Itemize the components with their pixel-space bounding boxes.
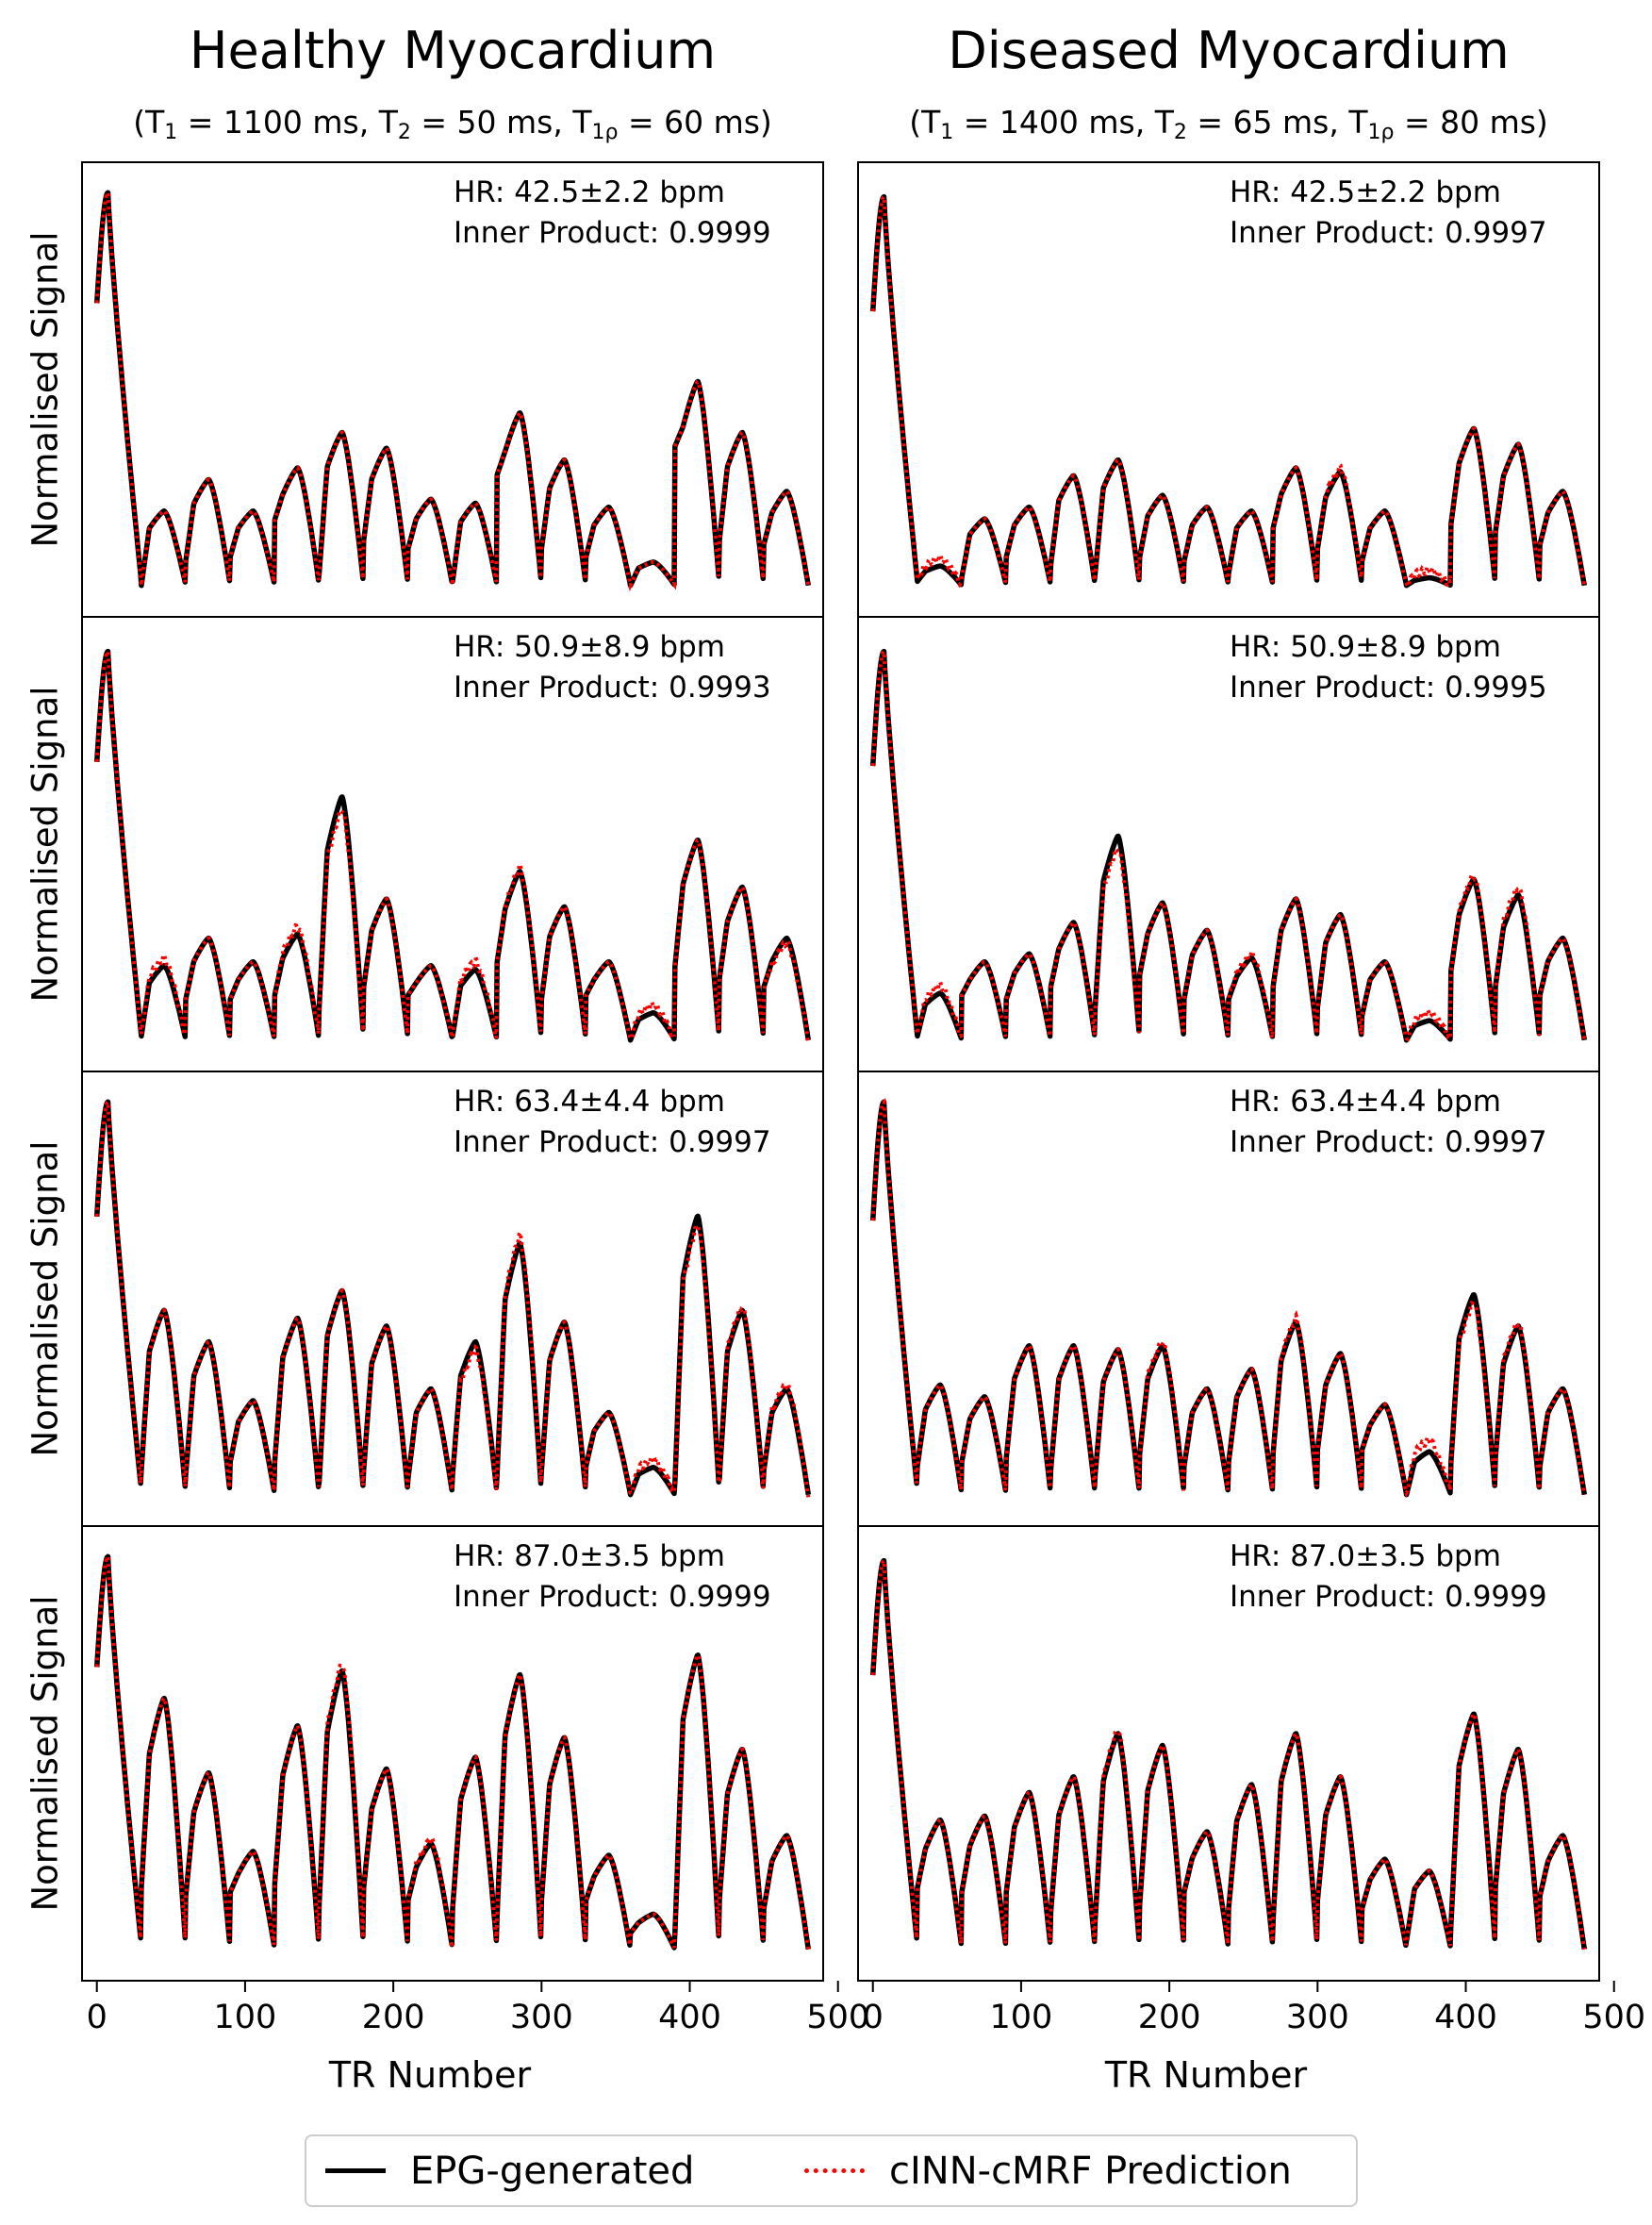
column-params-diseased: (T1 = 1400 ms, T2 = 65 ms, T1ρ = 80 ms) (909, 104, 1548, 144)
y-axis-label: Normalised Signal (25, 1595, 66, 1911)
panel-0-1: HR: 42.5±2.2 bpm Inner Product: 0.9997 (857, 161, 1600, 618)
panel-0-0: HR: 42.5±2.2 bpm Inner Product: 0.9999 Nor… (25, 161, 824, 618)
x-axis-label: TR Number (1104, 2054, 1308, 2096)
inner-product-annotation: Inner Product: 0.9999 (1230, 1580, 1547, 1614)
x-tick-label: 100 (214, 1999, 277, 2036)
diseased-t2-value: 65 ms (1232, 104, 1330, 141)
inner-product-annotation: Inner Product: 0.9993 (454, 671, 771, 705)
hr-annotation: HR: 50.9±8.9 bpm (454, 630, 725, 664)
x-tick-label: 500 (1582, 1999, 1645, 2036)
hr-annotation: HR: 87.0±3.5 bpm (454, 1539, 725, 1573)
diseased-t1-value: 1400 ms (999, 104, 1135, 141)
panel-1-0: HR: 50.9±8.9 bpm Inner Product: 0.9993 Nor… (25, 616, 824, 1072)
legend: EPG-generated cINN-cMRF Prediction (305, 2134, 1358, 2207)
inner-product-annotation: Inner Product: 0.9997 (1230, 1125, 1547, 1159)
epg-series-line (93, 1099, 812, 1498)
inner-product-annotation: Inner Product: 0.9997 (1230, 216, 1547, 250)
y-axis-label: Normalised Signal (25, 231, 66, 547)
y-axis-label: Normalised Signal (25, 686, 66, 1002)
x-tick-label: 300 (510, 1999, 573, 2036)
cinn-series-line (94, 1553, 811, 1950)
cinn-series-line (94, 189, 811, 592)
x-tick-label: 200 (362, 1999, 425, 2036)
legend-label-cinn: cINN-cMRF Prediction (889, 2149, 1292, 2193)
epg-series-line (869, 1099, 1588, 1498)
epg-series-line (869, 193, 1588, 589)
inner-product-annotation: Inner Product: 0.9997 (454, 1125, 771, 1159)
epg-series-line (869, 648, 1588, 1043)
cinn-series-line (94, 1098, 811, 1498)
legend-item-epg: EPG-generated (325, 2136, 694, 2205)
epg-series-line (93, 648, 812, 1043)
panel-3-0: HR: 87.0±3.5 bpm Inner Product: 0.9999 Nor… (25, 1525, 869, 2096)
epg-series-line (93, 190, 812, 589)
panel-1-1: HR: 50.9±8.9 bpm Inner Product: 0.9995 (857, 616, 1600, 1072)
column-params-healthy: (T1 = 1100 ms, T2 = 50 ms, T1ρ = 60 ms) (133, 104, 772, 144)
cinn-series-line (870, 192, 1587, 589)
x-tick-label: 0 (87, 1999, 107, 2036)
diseased-t1rho-value: 80 ms (1440, 104, 1536, 141)
healthy-t1-value: 1100 ms (223, 104, 359, 141)
column-title-healthy: Healthy Myocardium (189, 21, 717, 80)
healthy-t1rho-value: 60 ms (664, 104, 760, 141)
x-tick-label: 300 (1286, 1999, 1349, 2036)
inner-product-annotation: Inner Product: 0.9999 (454, 1580, 771, 1614)
x-tick-label: 400 (1434, 1999, 1497, 2036)
x-tick-label: 400 (658, 1999, 721, 2036)
panel-frame (81, 1525, 824, 1982)
legend-item-cinn: cINN-cMRF Prediction (804, 2136, 1292, 2205)
cinn-series-line (870, 647, 1587, 1042)
inner-product-annotation: Inner Product: 0.9995 (1230, 671, 1547, 705)
hr-annotation: HR: 63.4±4.4 bpm (454, 1085, 725, 1119)
cinn-series-line (870, 1556, 1587, 1950)
panel-2-1: HR: 63.4±4.4 bpm Inner Product: 0.9997 (857, 1071, 1600, 1527)
hr-annotation: HR: 42.5±2.2 bpm (1230, 175, 1501, 209)
column-title-diseased: Diseased Myocardium (948, 21, 1510, 80)
legend-swatch-cinn (804, 2168, 865, 2173)
legend-swatch-epg (325, 2168, 386, 2173)
x-tick-label: 100 (990, 1999, 1053, 2036)
y-axis-label: Normalised Signal (25, 1140, 66, 1456)
cinn-series-line (94, 647, 811, 1043)
epg-series-line (869, 1557, 1588, 1951)
x-axis-label: TR Number (328, 2054, 532, 2096)
hr-annotation: HR: 87.0±3.5 bpm (1230, 1539, 1501, 1573)
x-tick-label: 0 (863, 1999, 884, 2036)
x-tick-label: 200 (1138, 1999, 1201, 2036)
panel-3-1: HR: 87.0±3.5 bpm Inner Product: 0.9999 0 10… (857, 1525, 1645, 2096)
hr-annotation: HR: 50.9±8.9 bpm (1230, 630, 1501, 664)
panel-2-0: HR: 63.4±4.4 bpm Inner Product: 0.9997 Nor… (25, 1071, 824, 1527)
inner-product-annotation: Inner Product: 0.9999 (454, 216, 771, 250)
x-tick-label: 500 (806, 1999, 869, 2036)
healthy-t2-value: 50 ms (456, 104, 553, 141)
hr-annotation: HR: 42.5±2.2 bpm (454, 175, 725, 209)
legend-label-epg: EPG-generated (410, 2149, 695, 2193)
hr-annotation: HR: 63.4±4.4 bpm (1230, 1085, 1501, 1119)
cinn-series-line (870, 1098, 1587, 1498)
panel-frame (857, 1525, 1600, 1982)
